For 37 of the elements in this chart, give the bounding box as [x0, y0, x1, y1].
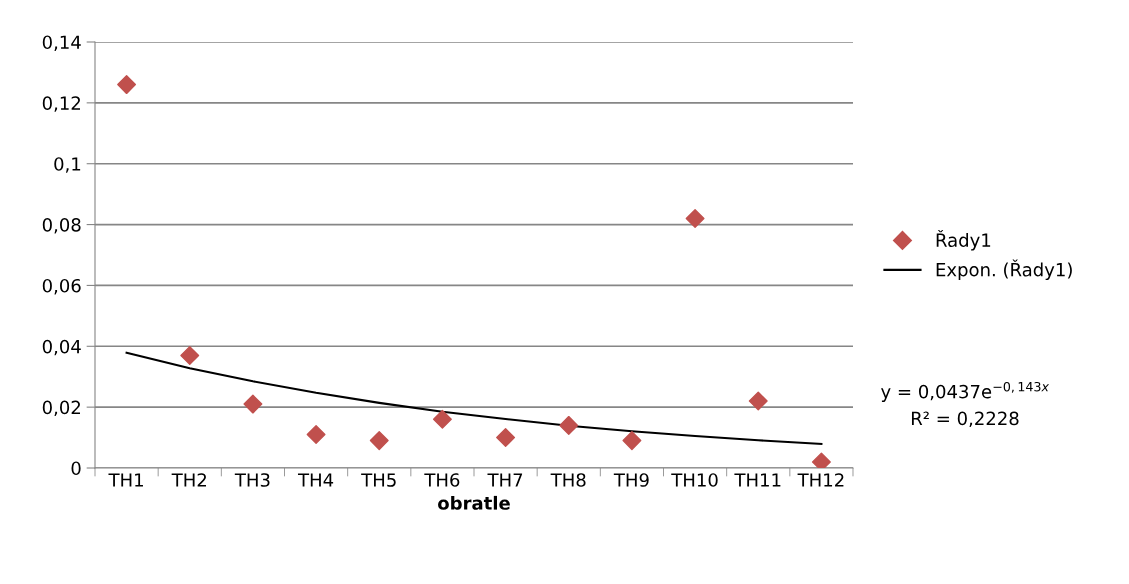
x-tick-label: TH12: [797, 473, 844, 487]
y-tick-label: 0,12: [42, 96, 80, 112]
x-tick-label: TH7: [487, 473, 523, 487]
x-tick-label: TH4: [297, 473, 334, 487]
point: [180, 345, 200, 365]
x-tick-label: TH6: [424, 473, 460, 487]
y-tick-label: 0: [71, 461, 81, 476]
x-tick-label: TH9: [613, 473, 649, 487]
point: [496, 428, 516, 448]
y-tick-label: 0,02: [42, 400, 80, 417]
legend-label: Expon. (Řady1): [936, 259, 1072, 280]
legend-label: Řady1: [936, 230, 991, 251]
text: R² = 0,2228: [911, 411, 1019, 428]
point: [243, 394, 263, 414]
y-tick-label: 0,04: [42, 339, 81, 356]
point: [306, 425, 326, 445]
x-tick-label: TH11: [734, 473, 781, 487]
point: [432, 409, 452, 429]
x-tick-label: TH5: [361, 473, 396, 487]
point: [559, 415, 579, 435]
x-tick-label: TH10: [671, 473, 718, 487]
x-axis-title: obratle: [438, 495, 510, 510]
y-tick-label: 0,08: [42, 218, 81, 234]
point: [117, 75, 137, 95]
text: y = 0,0437e$^{−0,143x}$: [881, 381, 1050, 402]
y-tick-label: 0,1: [54, 157, 81, 173]
x-tick-label: TH1: [108, 473, 143, 487]
point: [685, 209, 705, 228]
y-tick-label: 0,06: [42, 278, 81, 295]
point: [748, 391, 768, 411]
point: [622, 431, 642, 451]
point: [369, 431, 389, 451]
x-tick-label: TH8: [550, 473, 586, 487]
point: [811, 452, 831, 468]
y-tick-label: 0,14: [42, 35, 81, 51]
x-tick-label: TH3: [234, 473, 270, 487]
x-tick-label: TH2: [171, 473, 206, 487]
